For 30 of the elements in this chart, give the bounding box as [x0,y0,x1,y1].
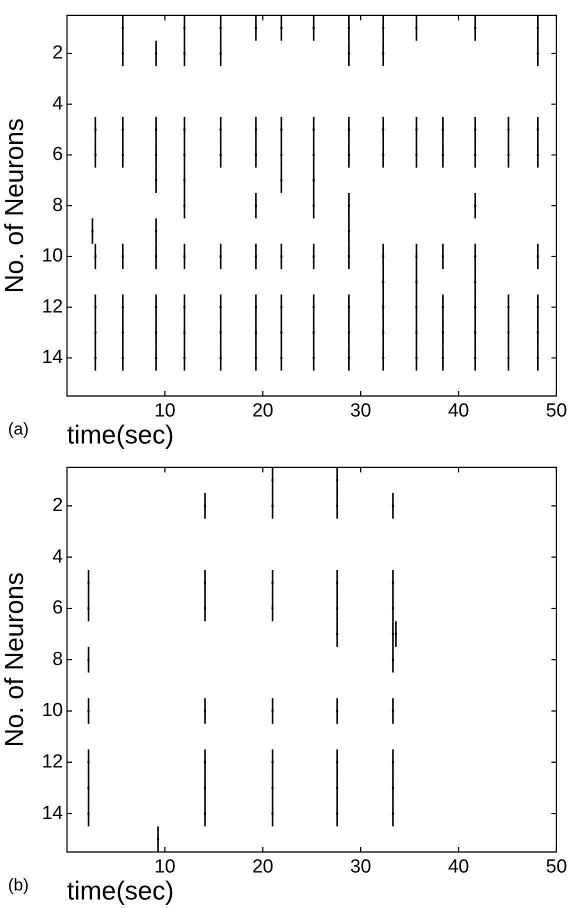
text: (b) [8,876,29,895]
y-tick-label: 2 [52,495,63,516]
x-tick-label: 20 [252,400,274,422]
y-axis-title: No. of Neurons [0,572,29,748]
y-tick-label: 12 [42,751,63,772]
y-tick-label: 6 [52,598,63,619]
y-axis-title: No. of Neurons [0,118,29,294]
x-tick-label: 10 [154,856,176,878]
y-tick-label: 6 [52,144,63,166]
x-tick-label: 50 [546,856,568,878]
y-tick-label: 10 [42,246,63,267]
x-tick-label: 30 [350,856,372,878]
x-axis-title: time(sec) [67,420,174,450]
y-tick-label: 8 [52,648,63,670]
x-tick-label: 40 [448,856,470,878]
y-tick-label: 2 [52,42,63,64]
y-tick-label: 10 [42,700,63,722]
y-tick-label: 4 [52,93,64,114]
x-tick-label: 50 [546,400,568,422]
x-tick-label: 20 [252,856,274,878]
x-tick-label: 40 [448,400,470,422]
x-tick-label: 10 [154,400,176,422]
y-tick-label: 12 [42,296,63,318]
text: (a) [8,420,29,439]
x-tick-label: 30 [350,400,372,422]
y-tick-label: 4 [52,546,64,568]
x-axis-title: time(sec) [67,876,174,906]
y-tick-label: 8 [52,194,63,216]
y-tick-label: 14 [42,802,64,824]
y-tick-label: 14 [42,347,64,368]
